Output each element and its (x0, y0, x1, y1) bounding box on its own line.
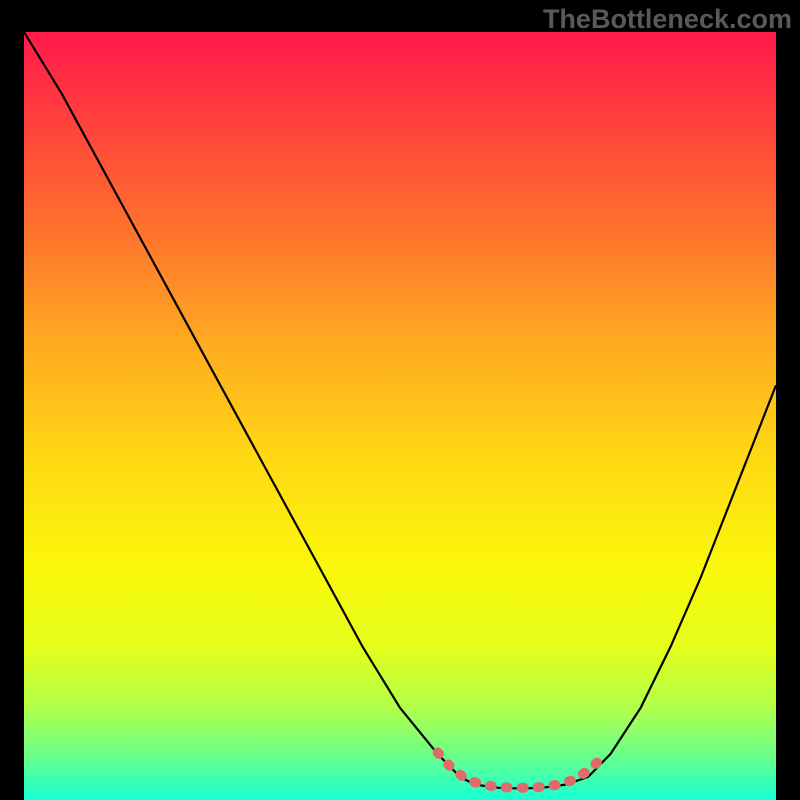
chart-frame: TheBottleneck.com (0, 0, 800, 800)
watermark-text: TheBottleneck.com (543, 4, 792, 35)
chart-svg (24, 32, 776, 800)
plot-area (24, 32, 776, 800)
gradient-background (24, 32, 776, 800)
